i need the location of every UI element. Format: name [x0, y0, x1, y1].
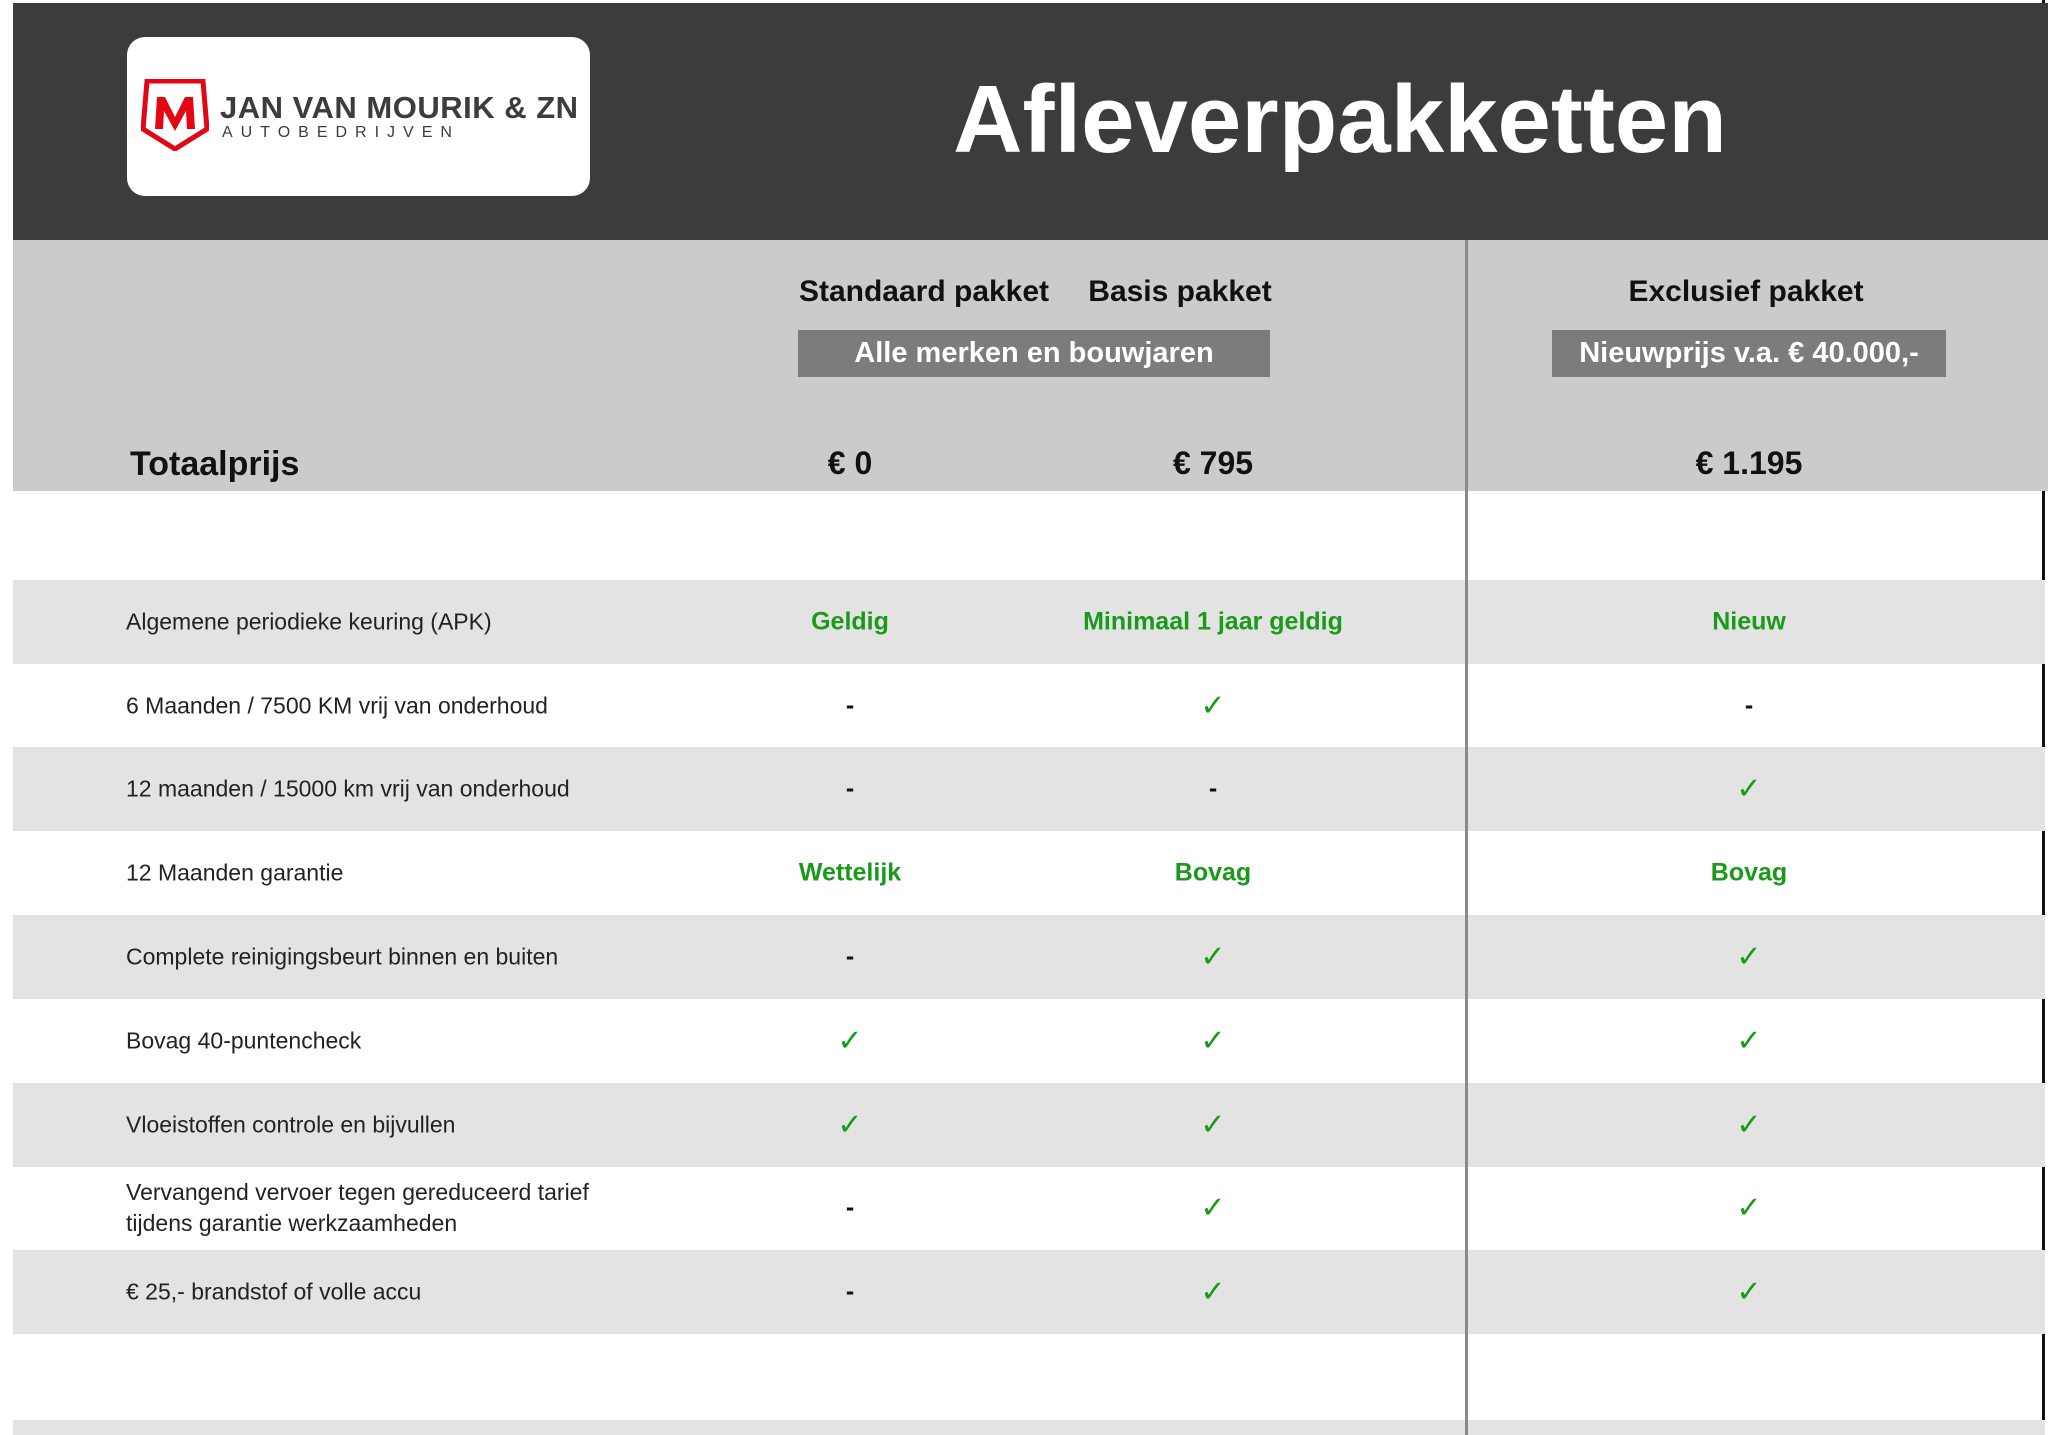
check-icon: ✓ [1200, 1191, 1226, 1225]
logo-subtitle: AUTOBEDRIJVEN [222, 124, 460, 141]
page-title: Afleverpakketten [953, 66, 1727, 173]
dash-cell: - [1208, 774, 1218, 803]
cell-standaard: Wettelijk [798, 858, 902, 887]
column-exclusief: Exclusief pakket [1628, 275, 1864, 308]
check-icon: ✓ [1200, 1108, 1226, 1142]
cell-basis: Bovag [1174, 858, 1252, 887]
check-icon: ✓ [1736, 772, 1762, 806]
dash-cell: - [845, 1277, 855, 1306]
row-label: 6 Maanden / 7500 KM vrij van onderhoud [126, 692, 548, 719]
price-exclusief: € 1.195 [1695, 445, 1803, 481]
table-row: € 25,- brandstof of volle accu - ✓ ✓ [13, 1250, 2045, 1334]
price-standaard: € 0 [827, 445, 873, 481]
row-label: € 25,- brandstof of volle accu [126, 1278, 422, 1305]
check-icon: ✓ [1200, 940, 1226, 974]
page-frame [13, 0, 2045, 1435]
table-row: 12 maanden / 15000 km vrij van onderhoud… [13, 747, 2045, 831]
check-icon: ✓ [837, 1108, 863, 1142]
row-label: Complete reinigingsbeurt binnen en buite… [126, 943, 559, 970]
row-label: Vloeistoffen controle en bijvullen [126, 1111, 456, 1138]
logo-name: JAN VAN MOURIK & ZN [220, 90, 579, 125]
check-icon: ✓ [1736, 1024, 1762, 1058]
check-icon: ✓ [837, 1024, 863, 1058]
logo: JAN VAN MOURIK & ZN AUTOBEDRIJVEN [127, 37, 590, 196]
cell-exclusief: Nieuw [1712, 607, 1786, 636]
check-icon: ✓ [1736, 1108, 1762, 1142]
table-row: 12 Maanden garantie Wettelijk Bovag Bovag [13, 831, 2045, 915]
table-row: Complete reinigingsbeurt binnen en buite… [13, 915, 2045, 999]
column-basis: Basis pakket [1088, 275, 1272, 308]
dash-cell: - [845, 691, 855, 720]
badge-new-price: Nieuwprijs v.a. € 40.000,- [1552, 330, 1946, 377]
table-row: Bovag 40-puntencheck ✓ ✓ ✓ [13, 999, 2045, 1083]
table-row: Vervangend vervoer tegen gereduceerd tar… [13, 1166, 2045, 1250]
price-basis: € 795 [1172, 445, 1254, 481]
row-label: Vervangend vervoer tegen gereduceerd tar… [126, 1179, 589, 1236]
row-label: Algemene periodieke keuring (APK) [126, 608, 492, 635]
dash-cell: - [1744, 691, 1754, 720]
column-standaard: Standaard pakket [798, 275, 1050, 308]
dash-cell: - [845, 942, 855, 971]
check-icon: ✓ [1200, 1024, 1226, 1058]
dash-cell: - [845, 1193, 855, 1222]
logo-shield-icon [141, 79, 209, 151]
check-icon: ✓ [1736, 1191, 1762, 1225]
check-icon: ✓ [1736, 1275, 1762, 1309]
cell-basis: Minimaal 1 jaar geldig [1083, 607, 1343, 636]
cell-exclusief: Bovag [1710, 858, 1788, 887]
badge-all-brands: Alle merken en bouwjaren [798, 330, 1270, 377]
bottom-strip [13, 1420, 2045, 1435]
table-row: Vloeistoffen controle en bijvullen ✓ ✓ ✓ [13, 1083, 2045, 1167]
cell-standaard: Geldig [811, 607, 889, 636]
check-icon: ✓ [1200, 689, 1226, 723]
table-row: 6 Maanden / 7500 KM vrij van onderhoud - ✓… [13, 664, 2045, 748]
check-icon: ✓ [1736, 940, 1762, 974]
table-row: Algemene periodieke keuring (APK) Geldig M… [13, 580, 2045, 664]
row-label: Bovag 40-puntencheck [126, 1027, 362, 1054]
column-divider [1465, 240, 1468, 1435]
row-label: 12 Maanden garantie [126, 859, 344, 886]
dash-cell: - [845, 774, 855, 803]
row-label: 12 maanden / 15000 km vrij van onderhoud [126, 775, 570, 802]
check-icon: ✓ [1200, 1275, 1226, 1309]
total-label: Totaalprijs [130, 445, 300, 483]
